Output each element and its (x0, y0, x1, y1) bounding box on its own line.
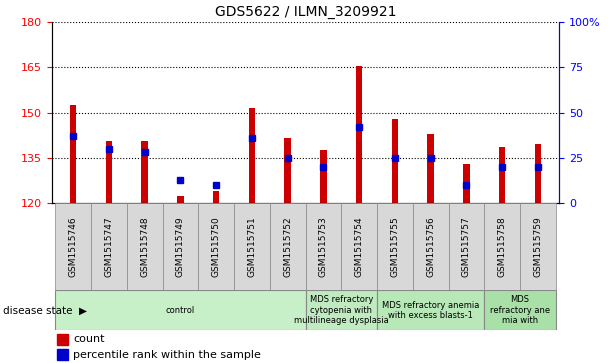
Bar (55, 203, 91, 290)
Text: GSM1515756: GSM1515756 (426, 216, 435, 277)
Bar (91, 203, 126, 290)
Text: MDS refractory anemia
with excess blasts-1: MDS refractory anemia with excess blasts… (382, 301, 479, 320)
Bar (413, 203, 449, 290)
Text: GSM1515759: GSM1515759 (533, 216, 542, 277)
Bar (70, 105, 77, 203)
Text: MDS
refractory ane
mia with: MDS refractory ane mia with (490, 295, 550, 325)
Text: GSM1515757: GSM1515757 (462, 216, 471, 277)
Bar (341, 203, 377, 290)
Text: GSM1515754: GSM1515754 (354, 216, 364, 277)
Bar (392, 119, 398, 203)
Bar (499, 147, 505, 203)
Bar (377, 290, 485, 330)
Bar (213, 191, 219, 203)
Text: disease state  ▶: disease state ▶ (3, 305, 87, 315)
Bar (285, 138, 291, 203)
Text: GSM1515747: GSM1515747 (105, 216, 113, 277)
Bar (57, 349, 68, 360)
Text: GSM1515748: GSM1515748 (140, 216, 149, 277)
Text: GSM1515758: GSM1515758 (498, 216, 506, 277)
Bar (126, 203, 162, 290)
Bar (106, 141, 112, 203)
Bar (449, 203, 485, 290)
Bar (249, 108, 255, 203)
Bar (320, 150, 326, 203)
Text: GSM1515750: GSM1515750 (212, 216, 221, 277)
Bar (305, 290, 377, 330)
Bar (485, 290, 556, 330)
Bar (520, 203, 556, 290)
Text: GSM1515752: GSM1515752 (283, 216, 292, 277)
Bar (485, 203, 520, 290)
Text: MDS refractory
cytopenia with
multilineage dysplasia: MDS refractory cytopenia with multilinea… (294, 295, 389, 325)
Bar (463, 164, 469, 203)
Bar (177, 196, 184, 203)
Text: count: count (73, 334, 105, 344)
Bar (55, 290, 305, 330)
Bar (234, 203, 270, 290)
Text: percentile rank within the sample: percentile rank within the sample (73, 350, 261, 360)
Text: GSM1515749: GSM1515749 (176, 216, 185, 277)
Bar (57, 334, 68, 345)
Text: GSM1515751: GSM1515751 (247, 216, 257, 277)
Text: GSM1515746: GSM1515746 (69, 216, 78, 277)
Text: control: control (166, 306, 195, 315)
Bar (534, 144, 541, 203)
Bar (427, 134, 434, 203)
Bar (270, 203, 306, 290)
Bar (198, 203, 234, 290)
Bar (162, 203, 198, 290)
Bar (142, 141, 148, 203)
Bar (377, 203, 413, 290)
Text: GSM1515755: GSM1515755 (390, 216, 399, 277)
Bar (305, 203, 341, 290)
Text: GSM1515753: GSM1515753 (319, 216, 328, 277)
Bar (356, 66, 362, 203)
Title: GDS5622 / ILMN_3209921: GDS5622 / ILMN_3209921 (215, 5, 396, 19)
